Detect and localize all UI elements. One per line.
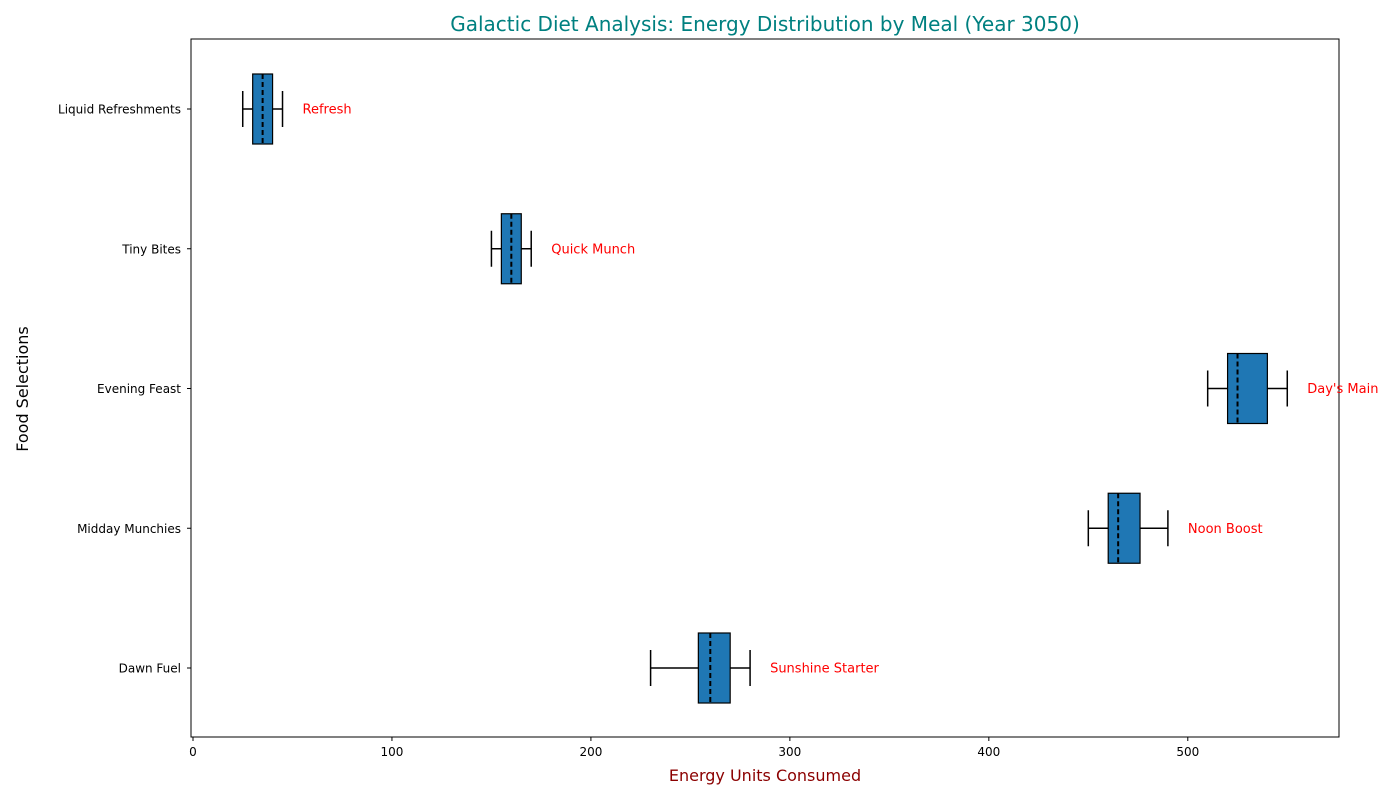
x-axis-label: Energy Units Consumed: [669, 766, 861, 785]
box-evening-feast: [1226, 352, 1268, 425]
y-tick-label-midday-munchies: Midday Munchies: [77, 522, 181, 536]
annotation-liquid-refreshments: Refresh: [303, 103, 352, 118]
y-tick-label-tiny-bites: Tiny Bites: [121, 242, 181, 256]
x-tick-label-300: 300: [778, 745, 801, 759]
plot-area-frame: [190, 38, 1340, 738]
x-tick-label-100: 100: [380, 745, 403, 759]
chart-marks: Sunshine Starter Noon Boost Day's Main Quic…: [241, 73, 1378, 704]
x-tick-label-500: 500: [1176, 745, 1199, 759]
axis-ticks: Dawn Fuel Midday Munchies Evening Feast Tin…: [58, 103, 1199, 760]
y-tick-label-dawn-fuel: Dawn Fuel: [119, 662, 181, 676]
y-tick-label-liquid-refreshments: Liquid Refreshments: [58, 103, 181, 117]
annotation-evening-feast: Day's Main: [1307, 382, 1378, 397]
y-tick-label-evening-feast: Evening Feast: [97, 382, 181, 396]
x-tick-label-200: 200: [579, 745, 602, 759]
box-midday-munchies: [1107, 492, 1141, 564]
annotation-tiny-bites: Quick Munch: [551, 242, 635, 257]
x-tick-label-0: 0: [189, 745, 197, 759]
box-dawn-fuel: [697, 632, 731, 704]
x-tick-label-400: 400: [977, 745, 1000, 759]
y-axis-label: Food Selections: [13, 326, 32, 452]
chart-title: Galactic Diet Analysis: Energy Distribut…: [450, 12, 1080, 36]
annotation-dawn-fuel: Sunshine Starter: [770, 662, 879, 677]
annotation-midday-munchies: Noon Boost: [1188, 522, 1263, 537]
